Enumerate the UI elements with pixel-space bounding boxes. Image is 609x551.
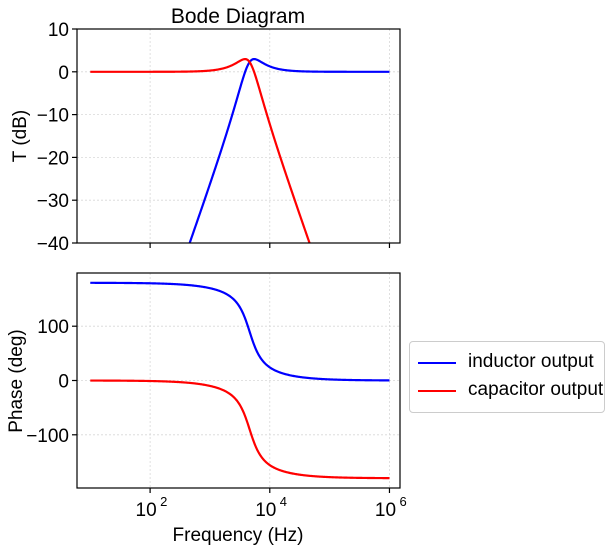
- phase-y-label: Phase (deg): [6, 329, 27, 433]
- legend: inductor output capacitor output: [409, 341, 605, 413]
- y-tick-label: 0: [58, 372, 69, 393]
- y-tick-label: −10: [37, 106, 69, 127]
- legend-label: inductor output: [468, 351, 594, 372]
- y-tick-label: −20: [37, 148, 69, 169]
- capacitor-magnitude-line: [90, 57, 311, 243]
- y-tick-label: −40: [37, 234, 69, 255]
- x-tick-exponent: 6: [399, 494, 406, 509]
- y-tick-label: 100: [37, 317, 69, 338]
- y-tick-label: 0: [58, 63, 69, 84]
- legend-line-inductor: [418, 362, 456, 364]
- frequency-x-label: Frequency (Hz): [173, 525, 304, 546]
- x-tick-label: 10: [136, 500, 157, 521]
- magnitude-plot-frame: [76, 28, 401, 244]
- y-tick-label: −30: [37, 191, 69, 212]
- x-tick-label: 10: [375, 500, 396, 521]
- y-tick-label: 10: [48, 20, 69, 41]
- x-tick-label: 10: [255, 500, 276, 521]
- x-tick-exponent: 4: [280, 494, 287, 509]
- legend-item-capacitor: capacitor output: [410, 378, 604, 404]
- capacitor-phase-line: [90, 379, 390, 480]
- inductor-phase-line: [90, 281, 390, 382]
- x-tick-exponent: 2: [160, 494, 167, 509]
- chart-title: Bode Diagram: [171, 5, 305, 28]
- magnitude-plot: 10 0 −10 −20 −30 −40 Bode Diagram T (dB): [10, 5, 401, 255]
- legend-item-inductor: inductor output: [410, 350, 604, 376]
- y-tick-label: −100: [26, 426, 69, 447]
- inductor-magnitude-line: [188, 57, 390, 243]
- legend-label: capacitor output: [468, 379, 604, 400]
- magnitude-y-label: T (dB): [10, 110, 31, 162]
- legend-line-capacitor: [418, 390, 456, 392]
